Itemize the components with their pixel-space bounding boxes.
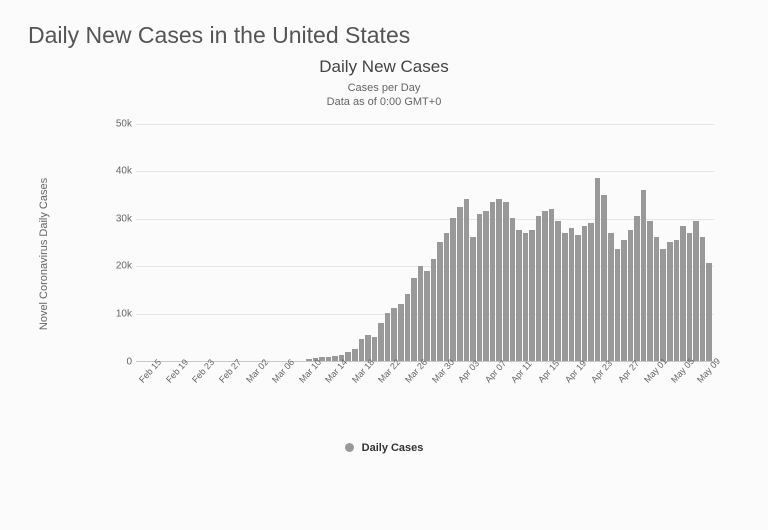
daily-cases-chart: Daily New Cases Cases per Day Data as of… — [24, 57, 744, 454]
bar — [523, 233, 529, 361]
bar — [503, 202, 509, 361]
chart-plot: Novel Coronavirus Daily Cases 010k20k30k… — [84, 124, 724, 384]
bar — [490, 202, 496, 361]
x-tick-label: Apr 19 — [563, 358, 588, 384]
bar — [641, 190, 647, 361]
bar — [628, 230, 634, 360]
bar — [431, 259, 437, 361]
x-tick-label: Apr 07 — [483, 358, 508, 384]
bar — [660, 249, 666, 360]
bar — [326, 357, 332, 361]
bar — [470, 237, 476, 360]
bar — [621, 240, 627, 361]
bar — [306, 359, 312, 361]
y-tick-label: 0 — [84, 356, 132, 367]
bar — [424, 271, 430, 361]
bar — [615, 249, 621, 360]
bar — [352, 349, 358, 361]
y-tick-label: 30k — [84, 213, 132, 224]
chart-title: Daily New Cases — [24, 57, 744, 77]
bar — [529, 230, 535, 360]
x-tick-label: Apr 27 — [616, 358, 641, 384]
bar — [608, 233, 614, 361]
bar — [378, 323, 384, 361]
bar — [477, 214, 483, 361]
bar — [345, 352, 351, 361]
bar — [464, 199, 470, 360]
bar — [450, 218, 456, 360]
bar — [483, 211, 489, 360]
x-tick-label: Apr 11 — [509, 358, 534, 384]
bar — [674, 240, 680, 361]
bar — [680, 226, 686, 361]
bar — [398, 304, 404, 361]
bar — [588, 223, 594, 360]
x-axis-ticks: Feb 15Feb 19Feb 23Feb 27Mar 02Mar 06Mar … — [136, 366, 714, 432]
y-tick-label: 10k — [84, 308, 132, 319]
bar — [536, 216, 542, 361]
bar — [562, 233, 568, 361]
chart-subtitle: Cases per Day Data as of 0:00 GMT+0 — [24, 81, 744, 110]
page-title: Daily New Cases in the United States — [28, 22, 768, 49]
bar — [516, 230, 522, 360]
bar — [569, 228, 575, 361]
bar — [700, 237, 706, 360]
bar — [437, 242, 443, 361]
bar — [496, 199, 502, 360]
plot-area — [136, 124, 714, 362]
bar — [575, 235, 581, 361]
chart-subtitle-line-2: Data as of 0:00 GMT+0 — [327, 96, 442, 108]
bar — [555, 221, 561, 361]
y-tick-label: 50k — [84, 118, 132, 129]
chart-legend: Daily Cases — [24, 442, 744, 454]
bar — [405, 294, 411, 360]
x-tick-label: Apr 15 — [536, 358, 561, 384]
bar — [372, 337, 378, 361]
bar — [549, 209, 555, 361]
x-tick-label: Apr 23 — [589, 358, 614, 384]
y-tick-label: 20k — [84, 261, 132, 272]
bar — [693, 221, 699, 361]
bar — [647, 221, 653, 361]
y-tick-label: 40k — [84, 166, 132, 177]
legend-marker-icon — [345, 443, 354, 452]
chart-subtitle-line-1: Cases per Day — [348, 82, 421, 94]
bar — [418, 266, 424, 361]
bar — [542, 211, 548, 360]
bar — [457, 207, 463, 361]
bar — [510, 218, 516, 360]
bar — [444, 233, 450, 361]
bar — [601, 195, 607, 361]
bar — [385, 313, 391, 360]
bar — [391, 308, 397, 360]
bar — [359, 339, 365, 360]
bars-container — [136, 124, 714, 361]
bar — [706, 263, 712, 360]
legend-label: Daily Cases — [362, 442, 424, 454]
bar — [595, 178, 601, 360]
bar — [634, 216, 640, 361]
y-axis-label: Novel Coronavirus Daily Cases — [38, 177, 50, 329]
x-tick-label: Apr 03 — [456, 358, 481, 384]
bar — [411, 278, 417, 361]
bar — [582, 226, 588, 361]
bar — [667, 242, 673, 361]
bar — [332, 356, 338, 360]
bar — [687, 233, 693, 361]
bar — [654, 237, 660, 360]
